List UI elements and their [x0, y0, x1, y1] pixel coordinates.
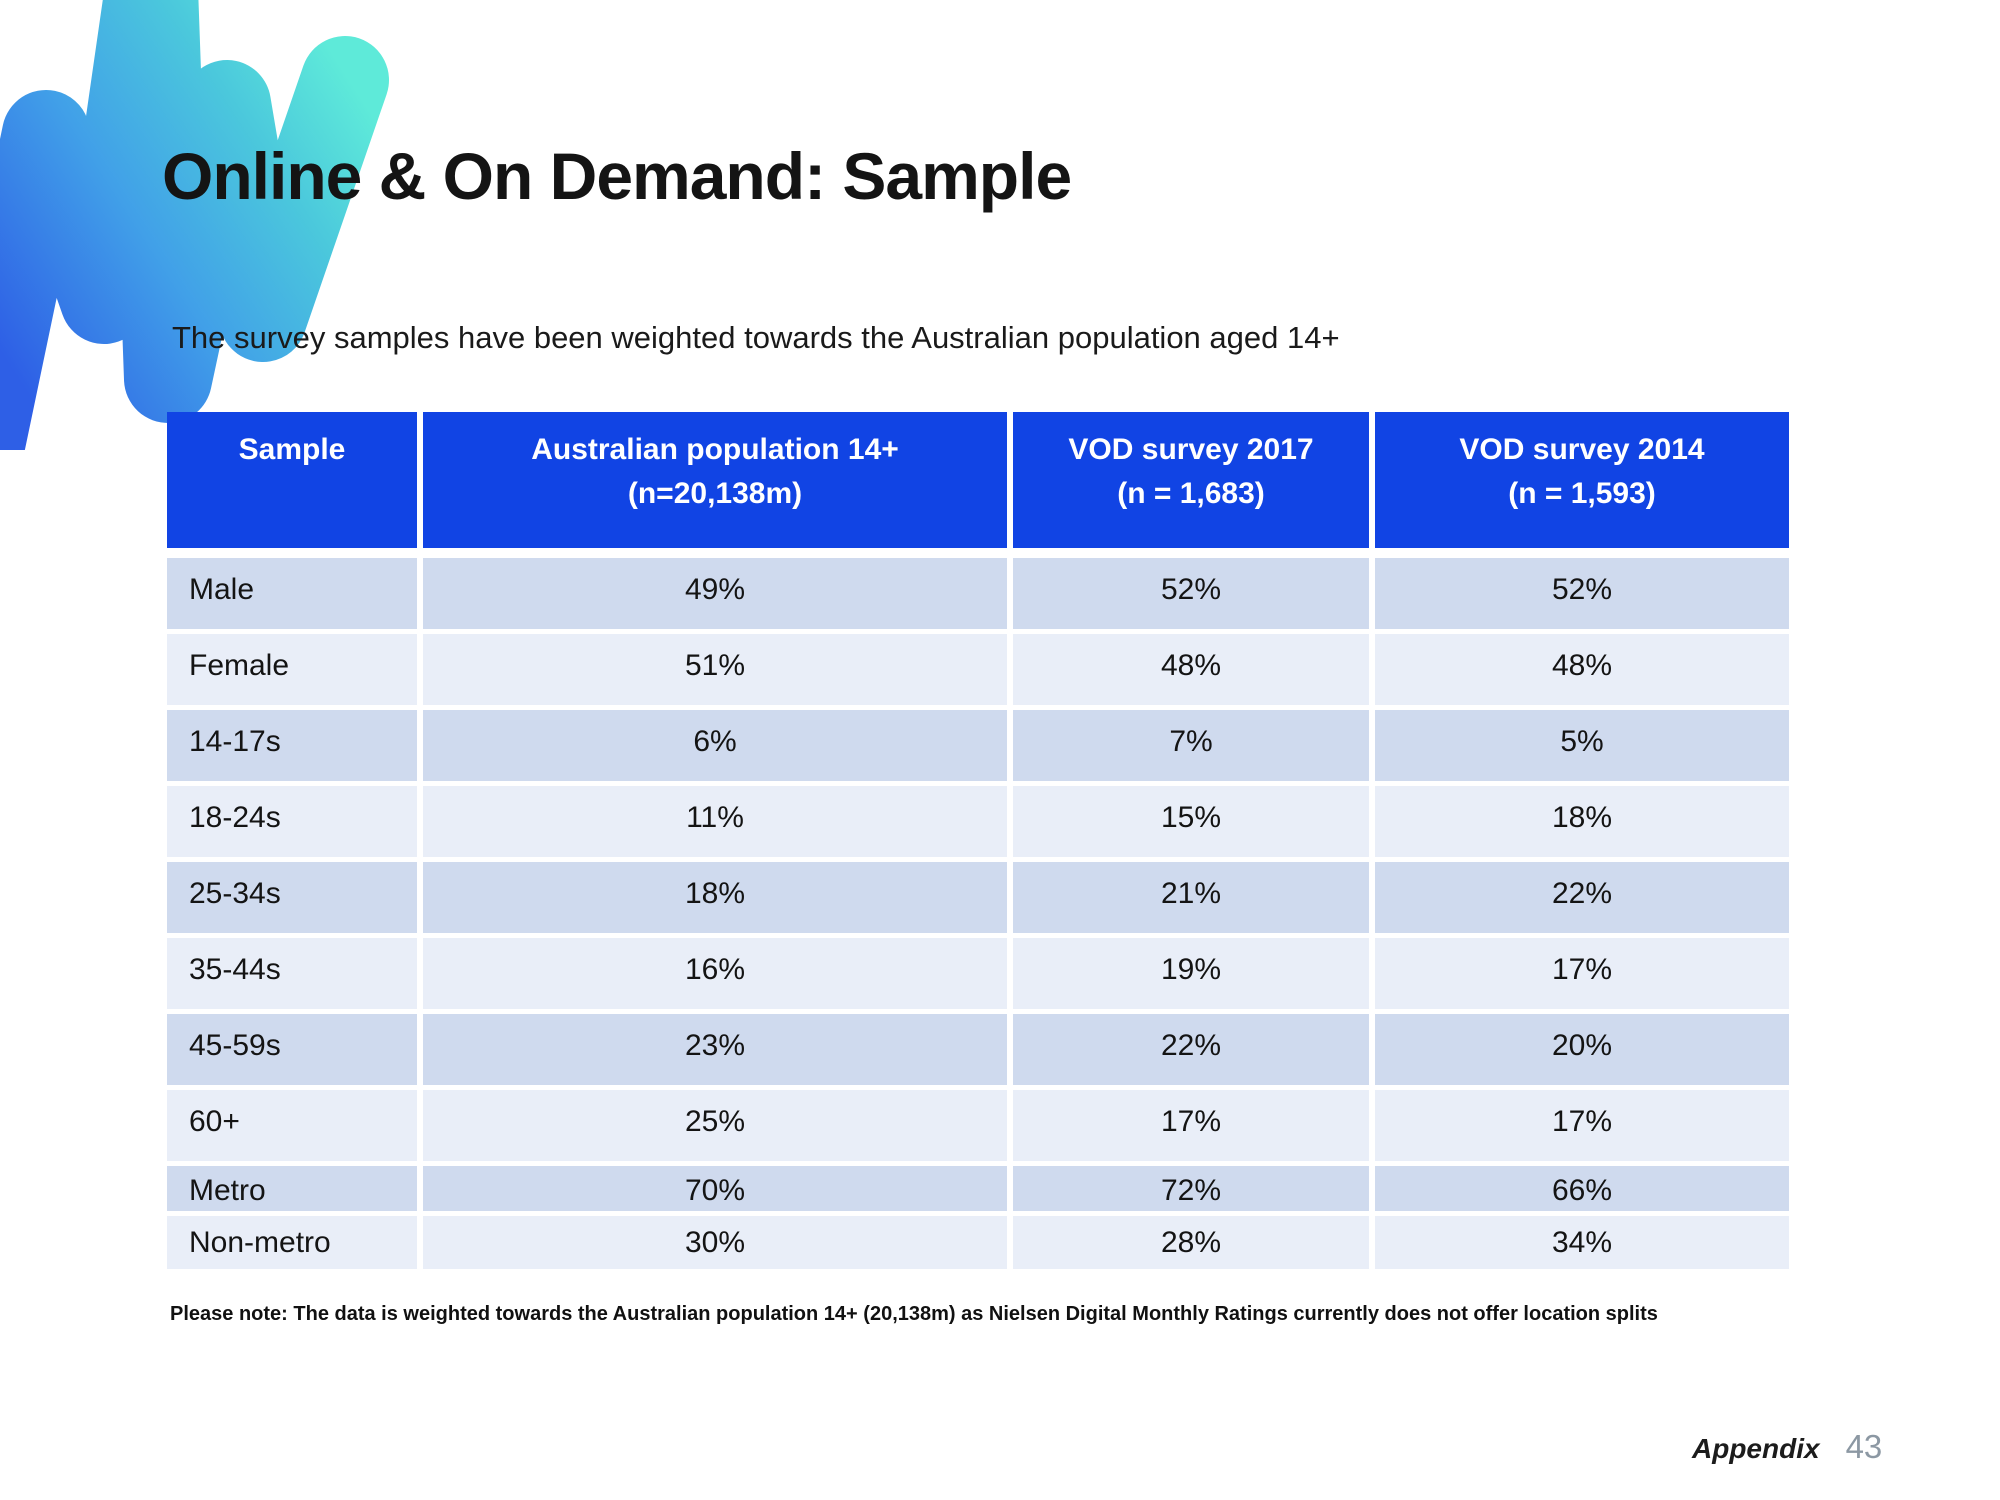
- value-cell: 49%: [417, 548, 1010, 632]
- value-cell: 70%: [417, 1161, 1010, 1214]
- value-cell: 11%: [417, 781, 1010, 860]
- value-cell: 52%: [1007, 548, 1372, 632]
- value-cell: 6%: [417, 705, 1010, 784]
- value-cell: 28%: [1007, 1211, 1372, 1269]
- table-row-18-24s: 18-24s 11% 15% 18%: [167, 781, 1789, 860]
- brand-w-logo-icon: [0, 0, 389, 450]
- value-cell: 21%: [1007, 857, 1372, 936]
- value-cell: 72%: [1007, 1161, 1372, 1214]
- table-row-25-34s: 25-34s 18% 21% 22%: [167, 857, 1789, 936]
- row-label-cell: Non-metro: [167, 1211, 420, 1269]
- column-header-label: VOD survey 2017: [1068, 433, 1314, 466]
- table-row-60plus: 60+ 25% 17% 17%: [167, 1085, 1789, 1164]
- value-cell: 18%: [1369, 781, 1789, 860]
- column-header-vod-2017: VOD survey 2017 (n = 1,683): [1007, 412, 1372, 553]
- column-header-sub: (n = 1,683): [1117, 476, 1265, 510]
- row-label-cell: 60+: [167, 1085, 420, 1164]
- column-header-sample: Sample: [167, 412, 420, 553]
- value-cell: 66%: [1369, 1161, 1789, 1214]
- row-label-cell: 45-59s: [167, 1009, 420, 1088]
- value-cell: 17%: [1369, 1085, 1789, 1164]
- value-cell: 34%: [1369, 1211, 1789, 1269]
- value-cell: 15%: [1007, 781, 1372, 860]
- value-cell: 17%: [1369, 933, 1789, 1012]
- value-cell: 25%: [417, 1085, 1010, 1164]
- footer-section-label: Appendix: [1692, 1433, 1820, 1464]
- value-cell: 51%: [417, 629, 1010, 708]
- value-cell: 7%: [1007, 705, 1372, 784]
- value-cell: 48%: [1369, 629, 1789, 708]
- column-header-vod-2014: VOD survey 2014 (n = 1,593): [1369, 412, 1789, 553]
- column-header-sub: (n=20,138m): [627, 476, 803, 510]
- row-label-cell: Female: [167, 629, 420, 708]
- row-label-cell: Metro: [167, 1161, 420, 1214]
- value-cell: 30%: [417, 1211, 1010, 1269]
- value-cell: 20%: [1369, 1009, 1789, 1088]
- table-row-45-59s: 45-59s 23% 22% 20%: [167, 1009, 1789, 1088]
- value-cell: 23%: [417, 1009, 1010, 1088]
- value-cell: 48%: [1007, 629, 1372, 708]
- table-row-female: Female 51% 48% 48%: [167, 629, 1789, 708]
- page-number: 43: [1845, 1428, 1883, 1465]
- value-cell: 22%: [1369, 857, 1789, 936]
- column-header-label: Sample: [238, 433, 346, 466]
- subtitle: The survey samples have been weighted to…: [172, 320, 1340, 355]
- sample-table-container: Sample Australian population 14+ (n=20,1…: [167, 412, 1789, 1269]
- table-header-row: Sample Australian population 14+ (n=20,1…: [167, 412, 1789, 553]
- table-row-metro: Metro 70% 72% 66%: [167, 1161, 1789, 1214]
- column-header-label: VOD survey 2014: [1459, 433, 1705, 466]
- table-row-14-17s: 14-17s 6% 7% 5%: [167, 705, 1789, 784]
- value-cell: 52%: [1369, 548, 1789, 632]
- table-row-35-44s: 35-44s 16% 19% 17%: [167, 933, 1789, 1012]
- value-cell: 17%: [1007, 1085, 1372, 1164]
- row-label-cell: 14-17s: [167, 705, 420, 784]
- table-row-non-metro: Non-metro 30% 28% 34%: [167, 1211, 1789, 1269]
- slide-footer: Appendix 43: [1692, 1428, 1882, 1466]
- column-header-population: Australian population 14+ (n=20,138m): [417, 412, 1010, 553]
- value-cell: 16%: [417, 933, 1010, 1012]
- value-cell: 5%: [1369, 705, 1789, 784]
- column-header-sub: (n = 1,593): [1508, 476, 1656, 510]
- table-row-male: Male 49% 52% 52%: [167, 548, 1789, 632]
- value-cell: 19%: [1007, 933, 1372, 1012]
- row-label-cell: 18-24s: [167, 781, 420, 860]
- row-label-cell: 25-34s: [167, 857, 420, 936]
- value-cell: 22%: [1007, 1009, 1372, 1088]
- row-label-cell: 35-44s: [167, 933, 420, 1012]
- sample-table: Sample Australian population 14+ (n=20,1…: [167, 412, 1789, 1269]
- footnote: Please note: The data is weighted toward…: [170, 1303, 1658, 1325]
- row-label-cell: Male: [167, 548, 420, 632]
- value-cell: 18%: [417, 857, 1010, 936]
- page-title: Online & On Demand: Sample: [162, 139, 1072, 213]
- column-header-label: Australian population 14+: [531, 433, 899, 466]
